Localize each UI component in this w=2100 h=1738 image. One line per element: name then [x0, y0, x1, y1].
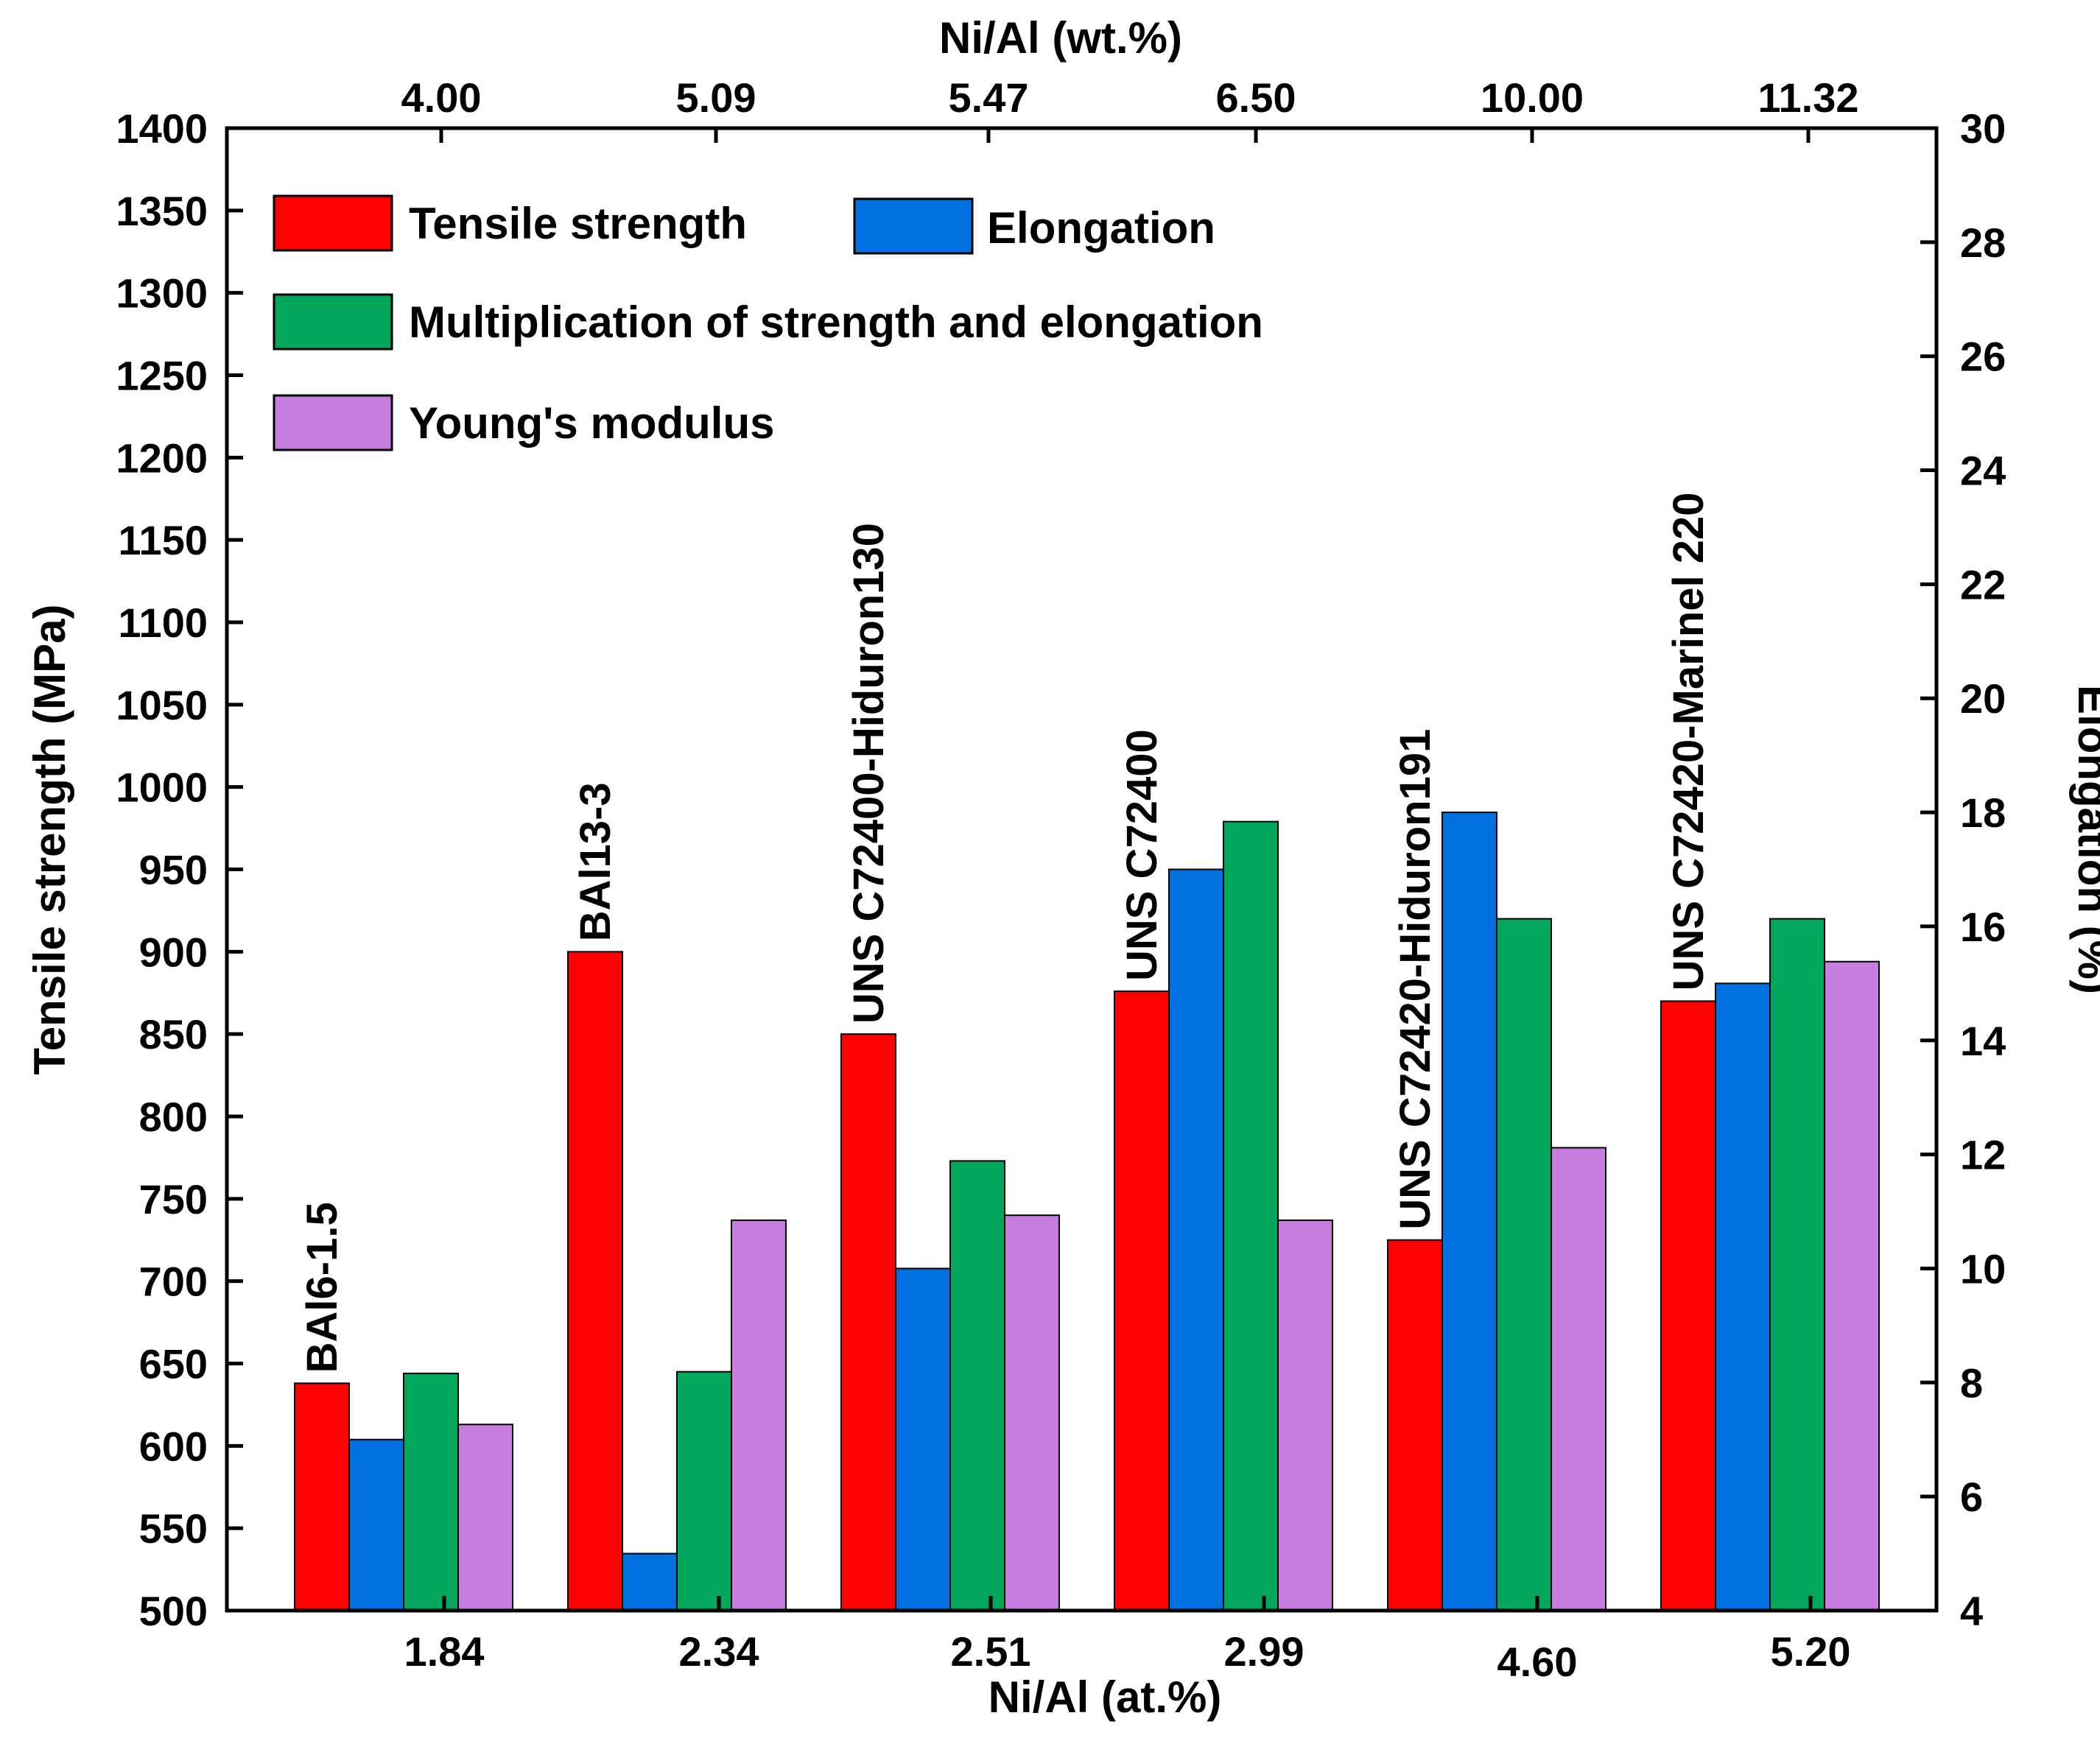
y-tick-label: 1100 [119, 599, 208, 646]
right-axis-ticks: 4 6 8 10 12 14 16 18 20 22 24 26 28 30 [1920, 105, 2006, 1634]
x-tick-label: 1.84 [404, 1628, 485, 1675]
y2-tick-label: 22 [1960, 561, 2006, 608]
top-x-axis-title: Ni/Al (wt.%) [939, 13, 1182, 63]
y2-axis-title: Elongation (%) [2069, 685, 2100, 994]
x-tick-label: 2.99 [1224, 1628, 1304, 1675]
legend-swatch-tensile-strength [273, 194, 393, 252]
bar-young-s-modulus-4 [1551, 1147, 1606, 1612]
y-tick-label: 1250 [116, 353, 208, 399]
y-tick-label: 1150 [119, 517, 208, 563]
y2-tick-label: 16 [1960, 904, 2006, 950]
y2-tick-label: 12 [1960, 1132, 2006, 1178]
bar-young-s-modulus-2 [1004, 1214, 1060, 1611]
y-tick-label: 850 [139, 1011, 208, 1058]
bars-group [294, 812, 1880, 1612]
y-tick-label: 650 [139, 1341, 208, 1387]
bar-elongation-4 [1441, 812, 1497, 1611]
legend-label-multiplication: Multiplication of strength and elongatio… [409, 298, 1263, 347]
bar-tensile-strength-0 [294, 1382, 350, 1611]
alloy-label-3: UNS C72400 [1118, 729, 1166, 981]
bar-young-s-modulus-0 [457, 1424, 513, 1612]
bar-multiplication-of-strength-and-elongation-3 [1223, 820, 1279, 1611]
y-tick-label: 550 [139, 1505, 208, 1552]
y2-tick-label: 8 [1960, 1359, 1983, 1406]
y-tick-label: 700 [139, 1259, 208, 1305]
bar-tensile-strength-3 [1114, 991, 1170, 1611]
bar-young-s-modulus-1 [731, 1219, 787, 1612]
bar-elongation-5 [1715, 982, 1771, 1612]
x-axis-title: Ni/Al (at.%) [988, 1672, 1222, 1722]
y2-tick-label: 24 [1960, 448, 2006, 494]
y-tick-label: 1400 [116, 105, 208, 152]
alloy-label-5: UNS C72420-Marinel 220 [1665, 492, 1713, 991]
y2-tick-label: 14 [1960, 1018, 2006, 1064]
x-tick-label: 4.60 [1497, 1639, 1578, 1685]
y2-tick-label: 18 [1960, 789, 2006, 836]
top-x-tick-label: 11.32 [1757, 74, 1858, 121]
alloy-labels-group: BAl6-1.5 BAl13-3 UNS C72400-Hiduron130 UNS … [298, 492, 1713, 1373]
bar-multiplication-of-strength-and-elongation-5 [1769, 918, 1825, 1611]
top-x-tick-label: 6.50 [1216, 74, 1296, 121]
legend-swatch-elongation [853, 197, 974, 255]
top-axis-ticks: 4.00 5.09 5.47 6.50 10.00 11.32 [401, 74, 1859, 143]
top-x-tick-label: 5.09 [676, 74, 756, 121]
alloy-label-4: UNS C72420-Hiduron191 [1391, 729, 1439, 1230]
legend-label-youngs-modulus: Young's modulus [409, 398, 774, 448]
y2-tick-label: 28 [1960, 219, 2006, 266]
left-axis-ticks: 500 550 600 650 700 750 800 850 900 950 1000 1050 11… [116, 105, 243, 1634]
bar-elongation-1 [622, 1552, 678, 1611]
alloy-label-1: BAl13-3 [572, 782, 619, 941]
legend: Tensile strength Elongation Multiplicati… [273, 194, 1263, 451]
x-tick-label: 5.20 [1771, 1628, 1851, 1675]
alloy-label-0: BAl6-1.5 [298, 1202, 346, 1373]
x-tick-label: 2.51 [951, 1628, 1031, 1675]
bottom-axis-ticks: 1.84 2.34 2.51 2.99 4.60 5.20 [404, 1596, 1851, 1685]
legend-label-tensile-strength: Tensile strength [409, 199, 747, 248]
y2-tick-label: 20 [1960, 675, 2006, 722]
y2-tick-label: 10 [1960, 1245, 2006, 1292]
y-axis-title: Tensile strength (MPa) [25, 605, 74, 1075]
bar-young-s-modulus-5 [1824, 960, 1880, 1611]
legend-swatch-youngs-modulus [273, 394, 393, 451]
x-tick-label: 2.34 [679, 1628, 759, 1675]
y-tick-label: 950 [139, 847, 208, 893]
y-tick-label: 600 [139, 1423, 208, 1469]
top-x-tick-label: 5.47 [949, 74, 1029, 121]
y-tick-label: 1000 [116, 764, 208, 811]
bar-tensile-strength-5 [1660, 1000, 1716, 1611]
y-tick-label: 1350 [116, 188, 208, 234]
legend-label-elongation: Elongation [987, 203, 1215, 253]
bar-tensile-strength-1 [567, 951, 623, 1612]
y-tick-label: 500 [139, 1588, 208, 1634]
top-x-tick-label: 4.00 [401, 74, 482, 121]
bar-elongation-3 [1168, 868, 1224, 1611]
bar-multiplication-of-strength-and-elongation-1 [676, 1371, 732, 1612]
bar-multiplication-of-strength-and-elongation-0 [403, 1372, 459, 1612]
y-tick-label: 1300 [116, 270, 208, 317]
y2-tick-label: 26 [1960, 334, 2006, 380]
y2-tick-label: 4 [1960, 1588, 1983, 1634]
y-tick-label: 750 [139, 1176, 208, 1222]
y2-tick-label: 6 [1960, 1474, 1983, 1520]
y-tick-label: 800 [139, 1094, 208, 1140]
y-tick-label: 1050 [116, 682, 208, 728]
bar-multiplication-of-strength-and-elongation-2 [949, 1160, 1005, 1611]
bar-tensile-strength-4 [1387, 1239, 1443, 1611]
top-x-tick-label: 10.00 [1481, 74, 1584, 121]
bar-elongation-2 [895, 1267, 951, 1611]
legend-swatch-multiplication [273, 293, 393, 351]
y2-tick-label: 30 [1960, 105, 2006, 152]
y-tick-label: 900 [139, 929, 208, 975]
bar-young-s-modulus-3 [1277, 1219, 1333, 1612]
y-tick-label: 1200 [116, 434, 208, 481]
bar-multiplication-of-strength-and-elongation-4 [1496, 918, 1552, 1611]
alloy-label-2: UNS C72400-Hiduron130 [845, 523, 893, 1024]
bar-tensile-strength-2 [840, 1033, 896, 1611]
bar-elongation-0 [348, 1438, 404, 1611]
